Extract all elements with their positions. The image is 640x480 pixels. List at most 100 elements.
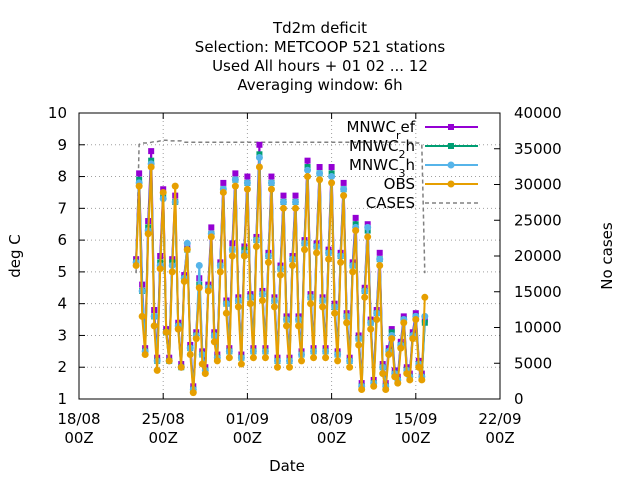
data-point [394,379,402,387]
data-point [418,376,426,384]
data-point [373,316,381,324]
data-point [192,335,200,343]
data-point [358,385,366,393]
y2-tick-label: 5000 [514,354,552,372]
data-point [292,204,300,212]
x-tick-label-hour: 00Z [485,429,514,447]
data-point [325,255,333,263]
data-point [307,300,315,308]
x-tick-label: 01/09 [226,410,269,428]
series-cases [135,139,426,274]
data-point [228,252,236,260]
data-point [370,382,378,390]
y-tick-label: 6 [57,231,67,249]
data-point [240,252,248,260]
data-point [225,354,233,362]
data-point [270,303,278,311]
data-point [322,354,330,362]
data-point [255,153,263,161]
y-tick-label: 5 [57,263,67,281]
data-point [171,182,179,190]
data-point [279,198,287,206]
data-point [264,258,272,266]
y2-tick-label: 10000 [514,319,562,337]
data-point [268,173,275,180]
data-point [198,360,206,368]
y-axis-label: deg C [6,234,24,278]
data-point [319,303,327,311]
data-point [258,296,266,304]
data-point [382,385,390,393]
legend-label: MNWC3h [349,156,415,180]
title-line-2: Selection: METCOOP 521 stations [195,38,446,56]
legend-marker [447,180,455,188]
data-point [273,363,281,371]
data-point [316,176,324,184]
data-point [316,169,324,177]
data-point [289,262,297,270]
data-point [138,312,146,320]
x-tick-label-hour: 00Z [401,429,430,447]
data-point [213,357,221,365]
y-tick-label: 8 [57,168,67,186]
y2-axis-ticks: 0 5000 10000 15000 20000 25000 30000 35000 40000 [494,104,562,408]
data-point [279,204,287,212]
data-point [379,370,387,378]
data-point [334,357,342,365]
data-point [400,319,408,327]
data-point [234,303,242,311]
data-point [409,335,417,343]
data-point [292,192,299,199]
data-point [406,376,414,384]
data-point [403,370,411,378]
data-point [282,322,290,330]
data-point [280,192,287,199]
legend-marker [448,143,454,149]
data-point [385,351,393,359]
data-point [304,166,312,174]
data-point [210,338,218,346]
data-point [183,239,191,247]
data-point [135,182,143,190]
data-point [298,357,306,365]
data-point [162,328,170,336]
data-point [376,262,384,270]
data-point [340,192,348,200]
data-point [340,185,348,193]
data-point [201,370,209,378]
y-tick-label: 9 [57,136,67,154]
data-point [349,268,357,276]
y2-tick-label: 40000 [514,104,562,122]
y2-tick-label: 30000 [514,176,562,194]
data-point [361,293,369,301]
series-line [135,139,426,274]
data-point [168,268,176,276]
data-point [136,170,143,177]
data-point [364,223,372,231]
data-point [165,357,173,365]
y-tick-label: 10 [48,104,67,122]
title-line-4: Averaging window: 6h [237,76,402,94]
data-point [328,179,336,187]
data-point [156,265,164,273]
data-point [144,230,152,238]
data-point [174,325,182,333]
data-point [150,322,158,330]
data-point [204,287,212,295]
data-point [159,188,167,196]
data-point [301,246,309,254]
data-point [276,271,284,279]
data-point [220,179,227,186]
data-point [292,198,300,206]
data-point [183,246,191,254]
x-tick-label-hour: 00Z [64,429,93,447]
title-line-3: Used All hours + 01 02 ... 12 [212,57,428,75]
data-point [231,182,239,190]
x-axis-label: Date [269,457,305,475]
data-point [148,148,155,155]
data-point [180,277,188,285]
data-point [343,319,351,327]
data-point [331,309,339,317]
data-point [340,179,347,186]
